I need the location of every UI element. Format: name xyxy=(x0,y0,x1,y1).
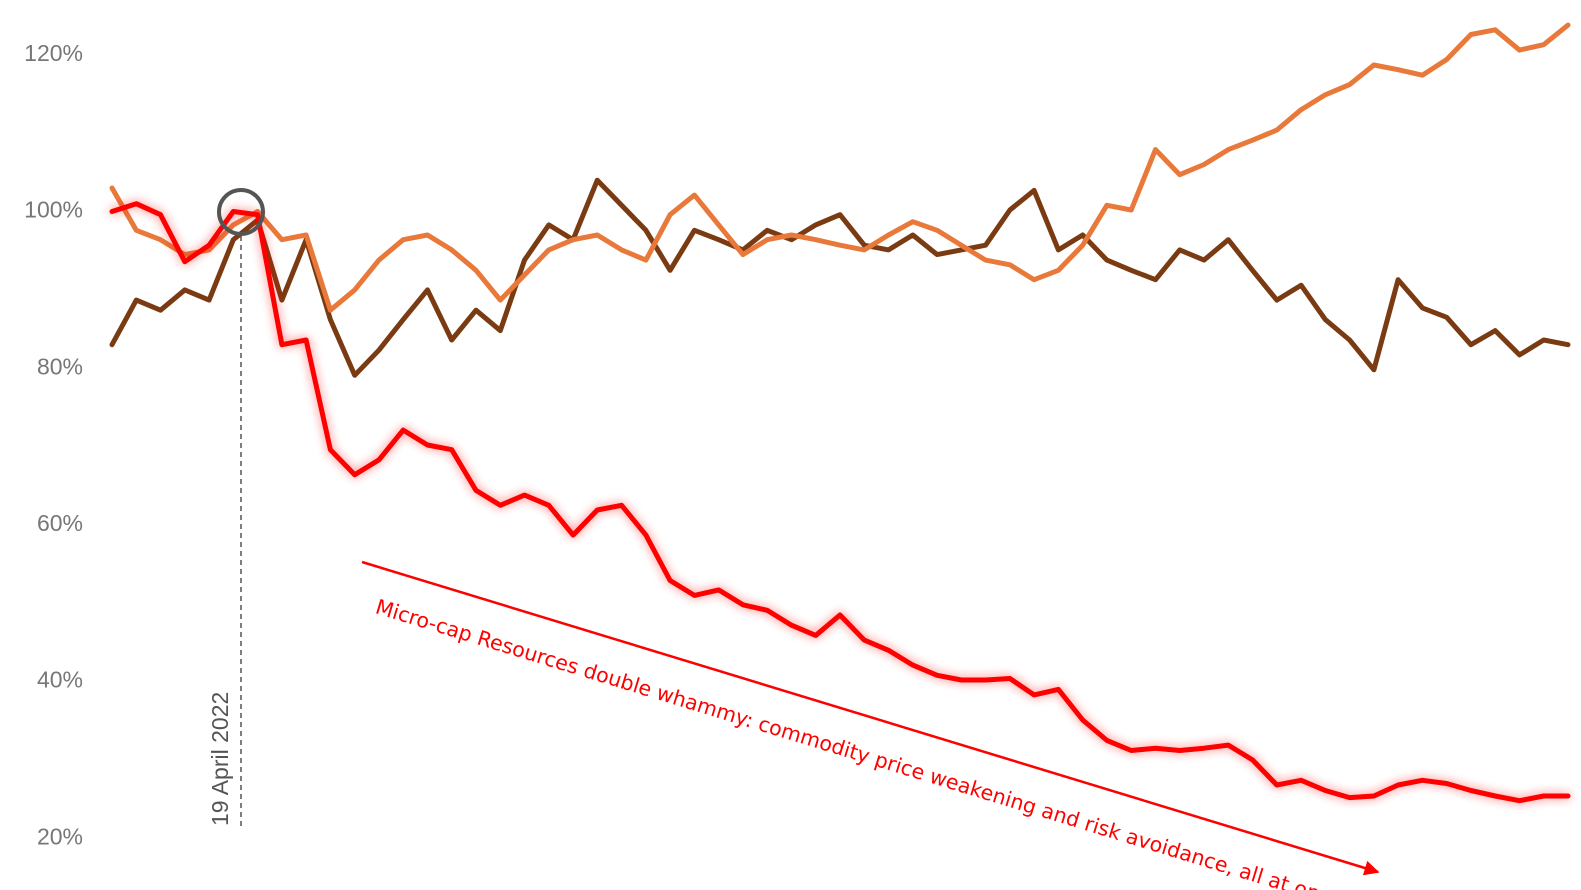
y-tick-label: 20% xyxy=(37,823,83,849)
series-line xyxy=(109,22,1571,313)
trend-arrow xyxy=(361,560,1380,876)
series-line xyxy=(109,177,1571,378)
y-tick-label: 80% xyxy=(37,353,83,379)
y-tick-label: 120% xyxy=(24,40,83,66)
y-tick-label: 100% xyxy=(24,197,83,223)
plot xyxy=(109,22,1571,804)
y-tick-label: 60% xyxy=(37,510,83,536)
series-line xyxy=(109,201,1571,804)
date-annotation: 19 April 2022 xyxy=(207,692,233,826)
y-tick-label: 40% xyxy=(37,667,83,693)
date-marker xyxy=(217,188,265,236)
trend-annotation: Micro-cap Resources double whammy: commo… xyxy=(373,595,1346,890)
